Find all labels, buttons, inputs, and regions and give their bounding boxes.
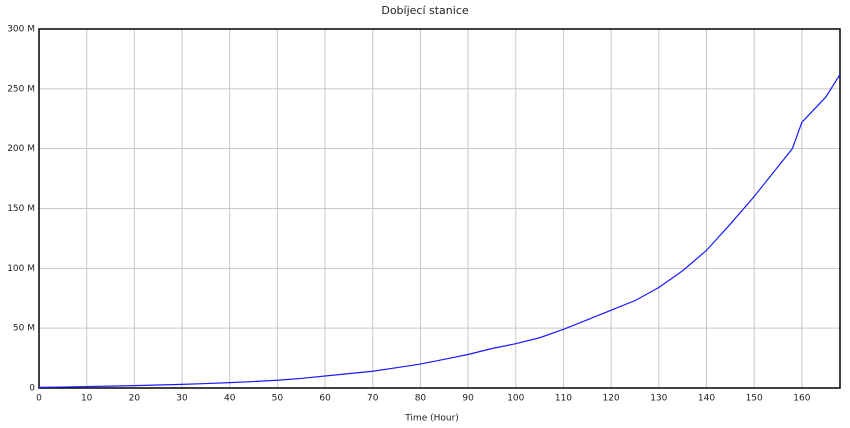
x-tick-label: 0 bbox=[36, 394, 42, 404]
y-tick-label: 150 M bbox=[7, 204, 35, 214]
y-tick-label: 50 M bbox=[13, 324, 35, 334]
x-tick-label: 30 bbox=[176, 394, 188, 404]
x-tick-label: 150 bbox=[746, 394, 763, 404]
y-tick-label: 100 M bbox=[7, 264, 35, 274]
y-tick-label: 200 M bbox=[7, 144, 35, 154]
y-tick-label: 300 M bbox=[7, 25, 35, 35]
x-tick-label: 140 bbox=[698, 394, 715, 404]
x-axis-label: Time (Hour) bbox=[404, 414, 459, 424]
x-tick-label: 60 bbox=[319, 394, 331, 404]
y-tick-label: 250 M bbox=[7, 84, 35, 94]
x-tick-label: 160 bbox=[793, 394, 810, 404]
x-tick-label: 130 bbox=[650, 394, 667, 404]
x-tick-label: 40 bbox=[224, 394, 236, 404]
x-tick-label: 10 bbox=[81, 394, 93, 404]
x-tick-label: 110 bbox=[555, 394, 572, 404]
chart-title: Dobíjecí stanice bbox=[381, 4, 469, 17]
x-tick-label: 50 bbox=[272, 394, 284, 404]
x-tick-label: 70 bbox=[367, 394, 379, 404]
x-tick-label: 120 bbox=[603, 394, 620, 404]
x-tick-label: 80 bbox=[415, 394, 427, 404]
plot-frame bbox=[38, 28, 841, 389]
data-line bbox=[38, 74, 841, 388]
x-tick-label: 100 bbox=[507, 394, 524, 404]
y-tick-label: 0 bbox=[29, 384, 35, 394]
x-tick-label: 20 bbox=[129, 394, 141, 404]
x-tick-label: 90 bbox=[462, 394, 474, 404]
